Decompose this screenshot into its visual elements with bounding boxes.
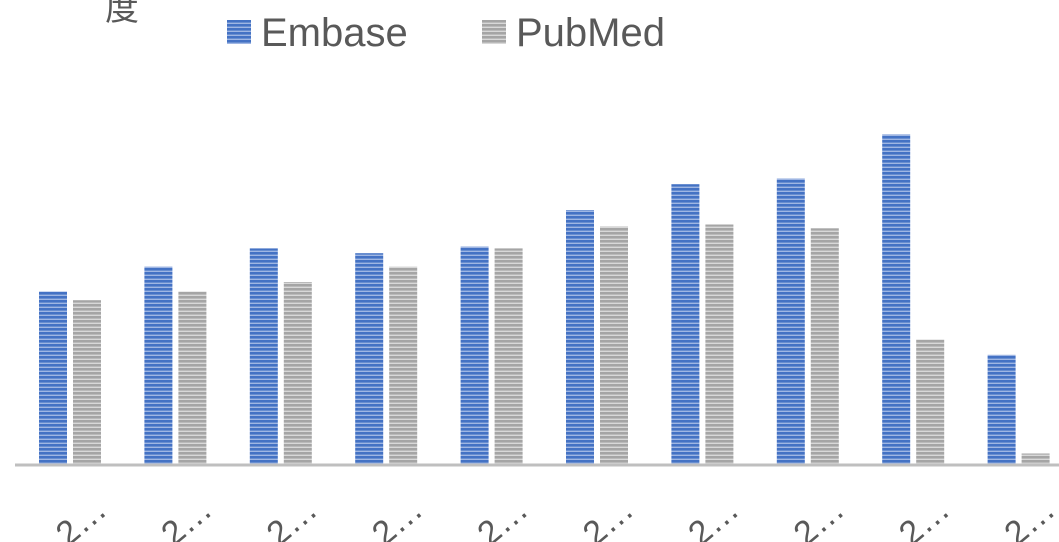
x-tick-label-8: 2…: [787, 490, 852, 542]
bar-embase-7: [671, 184, 700, 465]
bar-embase-8: [776, 178, 805, 465]
legend-swatch-pubmed: [482, 20, 506, 44]
legend: Embase PubMed: [227, 11, 665, 55]
x-tick-label-6: 2…: [576, 490, 641, 542]
legend-item-embase: Embase: [227, 11, 408, 55]
bars-group: [39, 134, 1050, 465]
x-tick-label-3: 2…: [260, 490, 325, 542]
bar-embase-9: [882, 134, 911, 465]
x-tick-labels: 2… 2… 2… 2… 2… 2… 2… 2… 2… 2…: [49, 490, 1059, 542]
bar-pubmed-5: [494, 248, 523, 465]
bar-embase-6: [566, 210, 594, 465]
bar-pubmed-8: [810, 228, 839, 465]
bar-pubmed-7: [705, 224, 734, 465]
bar-embase-10: [987, 354, 1016, 465]
bar-pubmed-3: [283, 282, 312, 465]
x-tick-label-7: 2…: [681, 490, 746, 542]
bar-embase-2: [144, 266, 173, 465]
bar-embase-1: [39, 291, 67, 465]
bar-embase-4: [355, 253, 384, 465]
x-tick-label-4: 2…: [365, 490, 430, 542]
legend-label-embase: Embase: [261, 11, 408, 55]
x-tick-label-5: 2…: [470, 490, 535, 542]
bar-pubmed-6: [600, 226, 628, 465]
x-tick-label-1: 2…: [49, 490, 114, 542]
legend-swatch-embase: [227, 20, 251, 44]
bar-embase-3: [249, 248, 278, 465]
legend-item-pubmed: PubMed: [482, 11, 665, 55]
bar-pubmed-10: [1021, 453, 1050, 465]
bar-pubmed-9: [916, 339, 945, 465]
legend-label-pubmed: PubMed: [516, 11, 665, 55]
bar-pubmed-2: [178, 291, 207, 465]
bar-embase-5: [460, 246, 489, 465]
bar-pubmed-4: [389, 266, 418, 465]
title-fragment: 度: [105, 0, 139, 29]
x-tick-label-9: 2…: [892, 490, 957, 542]
x-tick-label-2: 2…: [154, 490, 219, 542]
bar-pubmed-1: [73, 300, 101, 465]
x-tick-label-10: 2…: [997, 490, 1059, 542]
